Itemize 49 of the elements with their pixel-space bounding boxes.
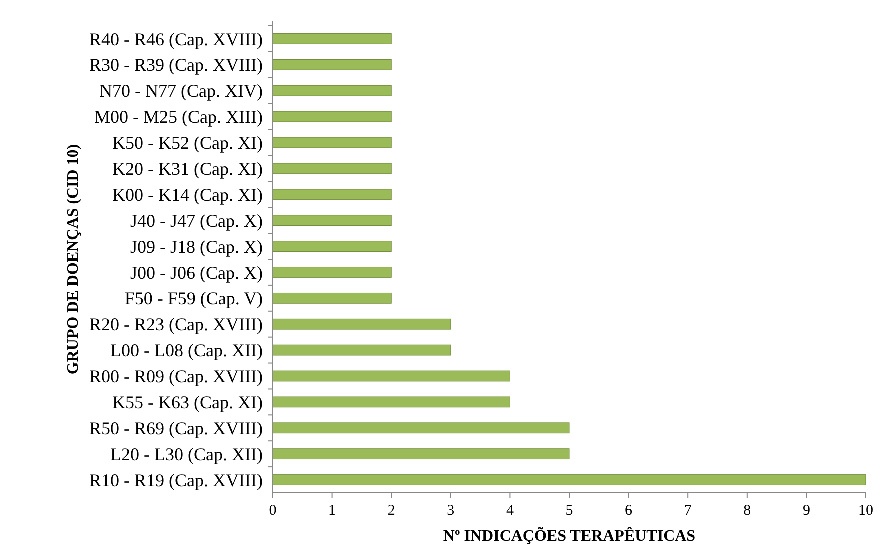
x-tick-label: 3 — [447, 503, 455, 519]
x-tick-label: 9 — [802, 503, 810, 519]
y-tick-label: N70 - N77 (Cap. XIV) — [100, 81, 264, 102]
x-tick-label: 0 — [269, 503, 277, 519]
x-tick-label: 7 — [684, 503, 692, 519]
y-tick-label: J00 - J06 (Cap. X) — [130, 262, 263, 283]
y-tick-label: M00 - M25 (Cap. XIII) — [94, 107, 264, 128]
bar — [272, 396, 510, 408]
y-tick-label: K55 - K63 (Cap. XI) — [112, 392, 264, 412]
bar — [272, 163, 392, 174]
bar — [272, 215, 392, 226]
y-tick-label: R00 - R09 (Cap. XVIII) — [90, 366, 263, 387]
y-tick-label: K00 - K14 (Cap. XI) — [112, 184, 264, 205]
bar — [272, 111, 392, 122]
y-tick-label: L00 - L08 (Cap. XII) — [110, 340, 263, 361]
bar — [272, 448, 570, 460]
bar — [272, 318, 452, 330]
y-tick-label: J09 - J18 (Cap. X) — [130, 236, 263, 257]
y-axis-title: GRUPO DE DOENÇAS (CID 10) — [65, 144, 82, 375]
y-tick-label: K50 - K52 (Cap. XI) — [112, 133, 264, 154]
y-tick-label: L20 - L30 (Cap. XII) — [110, 444, 263, 464]
y-tick-label: J40 - J47 (Cap. X) — [130, 210, 263, 231]
bar — [272, 344, 452, 356]
y-tick-label: F50 - F59 (Cap. V) — [124, 288, 263, 309]
y-tick-label: R10 - R19 (Cap. XVIII) — [90, 470, 263, 490]
x-tick-label: 2 — [388, 503, 396, 519]
bar — [272, 267, 392, 278]
x-tick-label: 4 — [506, 503, 514, 519]
x-tick-label: 6 — [625, 503, 634, 519]
y-tick-label: R30 - R39 (Cap. XVIII) — [90, 55, 263, 76]
bar — [272, 241, 392, 252]
bar — [272, 422, 570, 434]
bar — [272, 34, 392, 44]
y-tick-label: R50 - R69 (Cap. XVIII) — [90, 418, 263, 438]
x-tick-label: 8 — [744, 503, 752, 519]
bar — [272, 85, 392, 96]
x-tick-label: 10 — [858, 503, 874, 519]
x-tick-label: 5 — [566, 503, 574, 519]
y-tick-label: K20 - K31 (Cap. XI) — [112, 158, 264, 179]
bar — [272, 137, 392, 148]
x-axis-title: Nº INDICAÇÕES TERAPÊUTICAS — [443, 527, 696, 545]
bar — [272, 59, 392, 70]
bar — [272, 474, 866, 486]
y-tick-label: R20 - R23 (Cap. XVIII) — [90, 314, 263, 335]
x-tick-label: 1 — [328, 503, 336, 519]
bar — [272, 370, 510, 382]
bar — [272, 189, 392, 200]
y-tick-label: R40 - R46 (Cap. XVIII) — [90, 29, 263, 50]
bar — [272, 292, 392, 304]
